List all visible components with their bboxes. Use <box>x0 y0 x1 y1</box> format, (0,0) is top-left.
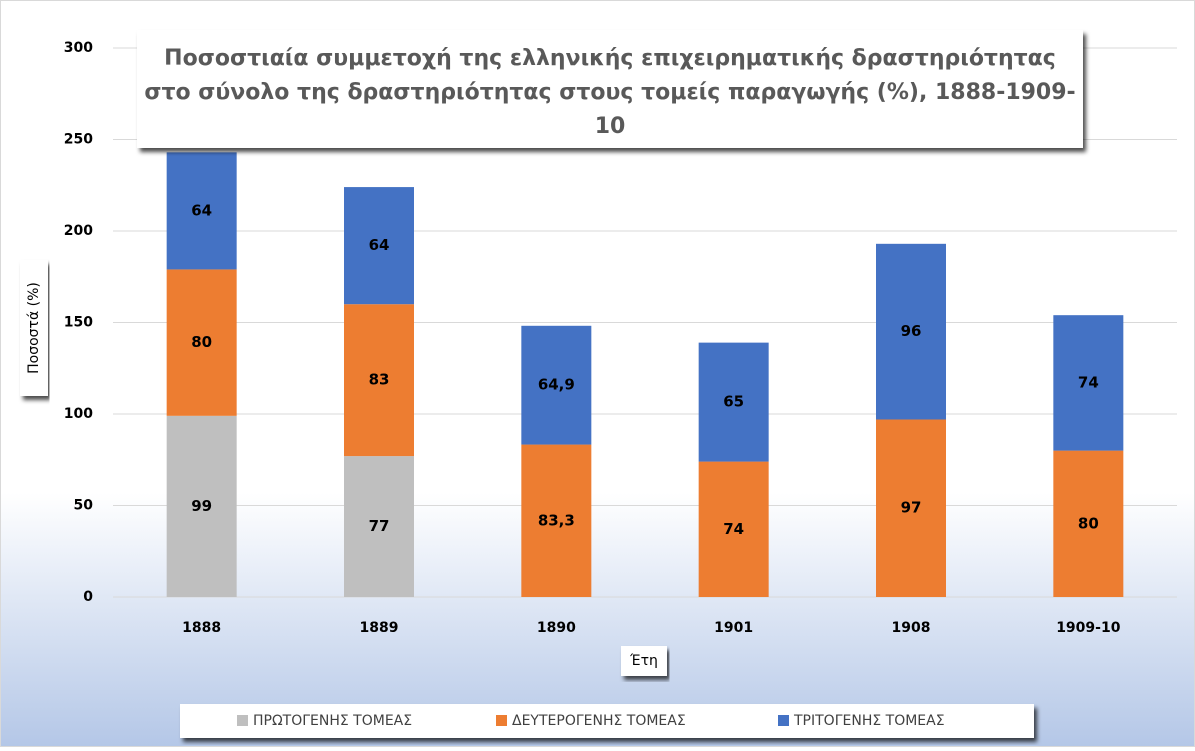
data-label: 96 <box>901 322 922 340</box>
data-label: 64 <box>191 201 212 219</box>
y-label-box <box>20 260 48 396</box>
data-label: 99 <box>191 497 212 515</box>
legend-label: ΔΕΥΤΕΡΟΓΕΝΗΣ ΤΟΜΕΑΣ <box>512 713 686 729</box>
data-label: 74 <box>723 520 744 538</box>
bar-segment <box>1053 450 1124 597</box>
data-label: 83,3 <box>538 511 575 529</box>
data-label: 64,9 <box>538 376 575 394</box>
data-label: 80 <box>191 333 212 351</box>
bar-segment <box>521 444 592 597</box>
bar-segment <box>698 342 769 462</box>
bar-segment <box>1053 315 1124 451</box>
data-label: 83 <box>369 371 390 389</box>
bar-segment <box>876 419 946 597</box>
data-label: 77 <box>369 517 390 535</box>
y-tick-label: 250 <box>64 132 93 148</box>
x-tick-label: 1908 <box>892 620 931 636</box>
bar-segment <box>166 415 237 597</box>
legend-swatch <box>496 715 507 726</box>
y-tick-label: 150 <box>64 315 93 331</box>
y-tick-label: 300 <box>64 40 93 56</box>
legend-label: ΠΡΩΤΟΓΕΝΗΣ ΤΟΜΕΑΣ <box>253 713 412 729</box>
title-box <box>137 30 1083 148</box>
y-axis-label: Ποσοστά (%) <box>26 282 42 374</box>
data-label: 64 <box>369 236 390 254</box>
x-tick-label: 1889 <box>360 620 399 636</box>
y-tick-label: 100 <box>64 406 93 422</box>
x-axis-label: Έτη <box>629 653 658 669</box>
data-label: 97 <box>901 499 922 517</box>
y-tick-label: 0 <box>83 589 93 605</box>
data-label: 80 <box>1078 514 1099 532</box>
y-tick-label: 200 <box>64 223 93 239</box>
chart-title: Ποσοστιαία συμμετοχή της ελληνικής επιχε… <box>144 46 1075 139</box>
bar-segment <box>344 456 414 597</box>
legend-box <box>180 704 1034 738</box>
x-label-box <box>621 646 667 676</box>
legend-swatch <box>778 715 789 726</box>
y-tick-label: 50 <box>74 498 94 514</box>
x-tick-label: 1890 <box>537 620 576 636</box>
x-tick-label: 1888 <box>182 620 221 636</box>
bar-segment <box>698 461 769 597</box>
bar-segment <box>166 269 237 416</box>
bar-segment <box>876 243 946 420</box>
bar-segment <box>344 304 414 457</box>
legend-swatch <box>237 715 248 726</box>
bar-segment <box>166 152 237 270</box>
data-label: 65 <box>723 393 744 411</box>
bar-segment <box>344 187 414 305</box>
legend-label: ΤΡΙΤΟΓΕΝΗΣ ΤΟΜΕΑΣ <box>793 713 945 729</box>
bar-segment <box>521 325 592 445</box>
x-tick-label: 1901 <box>714 620 753 636</box>
data-label: 74 <box>1078 373 1099 391</box>
x-tick-label: 1909-10 <box>1056 620 1121 636</box>
